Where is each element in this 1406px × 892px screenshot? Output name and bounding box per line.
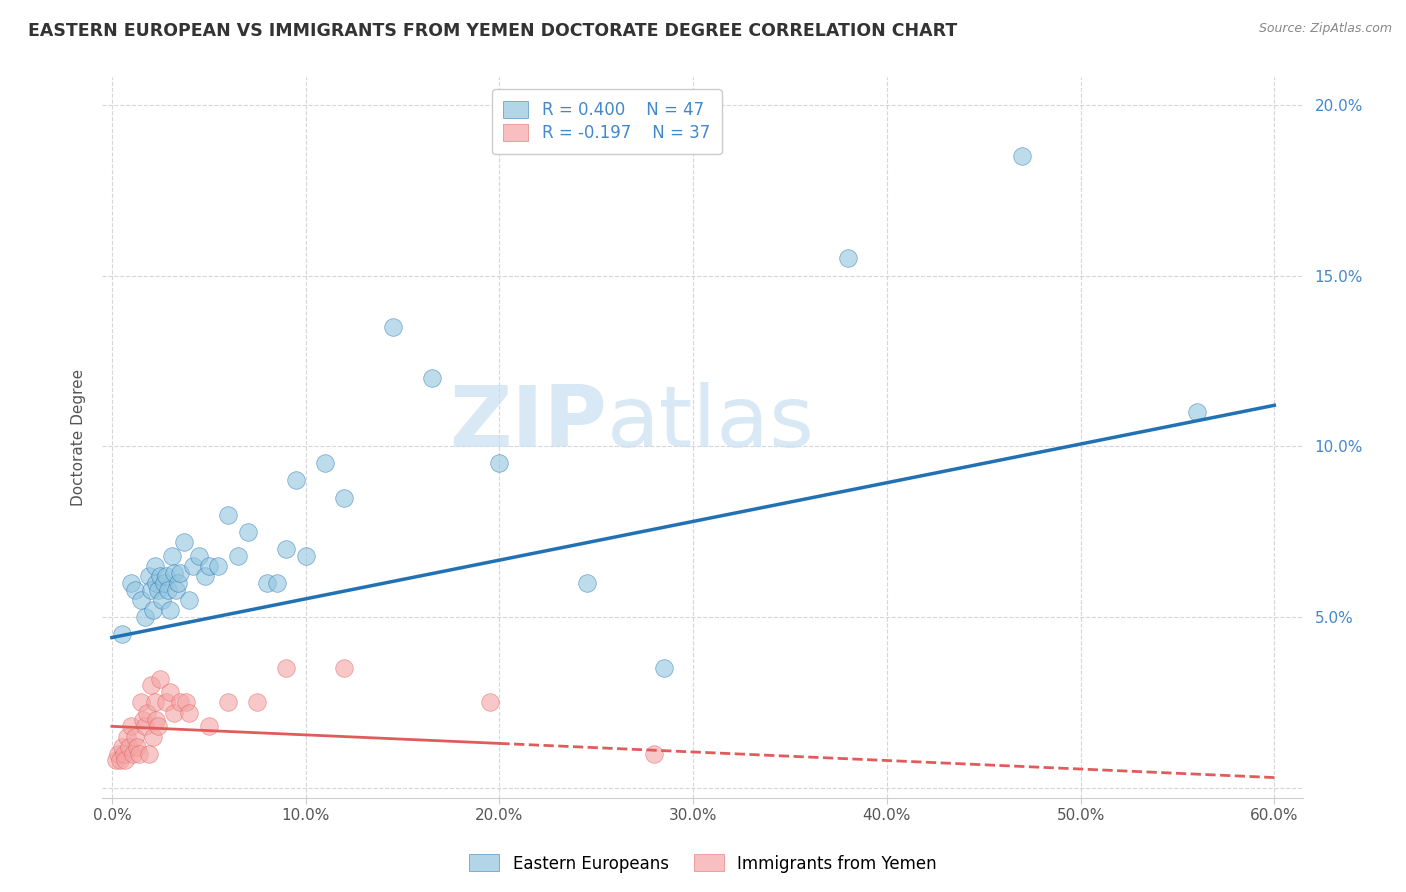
- Point: [165, 582, 187, 597]
- Point: [127, 739, 149, 754]
- Point: [122, 747, 145, 761]
- Point: [124, 582, 146, 597]
- Point: [112, 747, 135, 761]
- Point: [1185, 405, 1208, 419]
- Point: [132, 713, 155, 727]
- Point: [139, 678, 162, 692]
- Point: [1011, 149, 1033, 163]
- Point: [381, 319, 404, 334]
- Legend: Eastern Europeans, Immigrants from Yemen: Eastern Europeans, Immigrants from Yemen: [463, 847, 943, 880]
- Text: Source: ZipAtlas.com: Source: ZipAtlas.com: [1258, 22, 1392, 36]
- Point: [181, 558, 204, 573]
- Point: [120, 719, 142, 733]
- Point: [217, 508, 239, 522]
- Point: [124, 730, 146, 744]
- Point: [314, 456, 336, 470]
- Point: [149, 672, 172, 686]
- Point: [139, 582, 162, 597]
- Point: [217, 695, 239, 709]
- Point: [284, 474, 307, 488]
- Point: [226, 549, 249, 563]
- Point: [135, 706, 157, 720]
- Point: [117, 730, 139, 744]
- Point: [150, 593, 173, 607]
- Point: [488, 456, 510, 470]
- Point: [138, 747, 160, 761]
- Point: [652, 661, 675, 675]
- Text: atlas: atlas: [607, 382, 814, 465]
- Point: [266, 575, 288, 590]
- Point: [145, 713, 167, 727]
- Point: [173, 535, 195, 549]
- Point: [166, 575, 188, 590]
- Point: [142, 603, 165, 617]
- Point: [128, 747, 150, 761]
- Point: [197, 558, 219, 573]
- Point: [169, 566, 191, 580]
- Point: [138, 569, 160, 583]
- Point: [129, 695, 152, 709]
- Point: [120, 575, 142, 590]
- Point: [108, 754, 131, 768]
- Point: [148, 582, 170, 597]
- Point: [104, 754, 127, 768]
- Point: [197, 719, 219, 733]
- Point: [333, 491, 356, 505]
- Point: [837, 252, 859, 266]
- Point: [148, 719, 170, 733]
- Point: [160, 549, 183, 563]
- Point: [129, 593, 152, 607]
- Point: [643, 747, 665, 761]
- Point: [157, 582, 180, 597]
- Point: [188, 549, 211, 563]
- Point: [179, 593, 201, 607]
- Point: [207, 558, 229, 573]
- Point: [478, 695, 501, 709]
- Point: [145, 575, 167, 590]
- Point: [118, 739, 141, 754]
- Point: [143, 558, 166, 573]
- Point: [179, 706, 201, 720]
- Point: [142, 730, 165, 744]
- Point: [149, 569, 172, 583]
- Point: [114, 754, 136, 768]
- Point: [276, 541, 298, 556]
- Text: EASTERN EUROPEAN VS IMMIGRANTS FROM YEMEN DOCTORATE DEGREE CORRELATION CHART: EASTERN EUROPEAN VS IMMIGRANTS FROM YEME…: [28, 22, 957, 40]
- Point: [294, 549, 316, 563]
- Point: [333, 661, 356, 675]
- Point: [134, 610, 156, 624]
- Point: [169, 695, 191, 709]
- Point: [159, 685, 181, 699]
- Point: [143, 695, 166, 709]
- Point: [163, 706, 186, 720]
- Point: [155, 695, 177, 709]
- Text: ZIP: ZIP: [449, 382, 607, 465]
- Point: [163, 566, 186, 580]
- Point: [155, 569, 177, 583]
- Point: [236, 524, 259, 539]
- Point: [246, 695, 269, 709]
- Point: [276, 661, 298, 675]
- Point: [159, 603, 181, 617]
- Point: [110, 739, 132, 754]
- Y-axis label: Doctorate Degree: Doctorate Degree: [72, 369, 86, 507]
- Point: [420, 371, 443, 385]
- Point: [153, 575, 176, 590]
- Point: [107, 747, 129, 761]
- Point: [134, 719, 156, 733]
- Point: [110, 627, 132, 641]
- Point: [256, 575, 278, 590]
- Point: [575, 575, 598, 590]
- Point: [194, 569, 217, 583]
- Legend: R = 0.400    N = 47, R = -0.197    N = 37: R = 0.400 N = 47, R = -0.197 N = 37: [492, 89, 721, 154]
- Point: [174, 695, 197, 709]
